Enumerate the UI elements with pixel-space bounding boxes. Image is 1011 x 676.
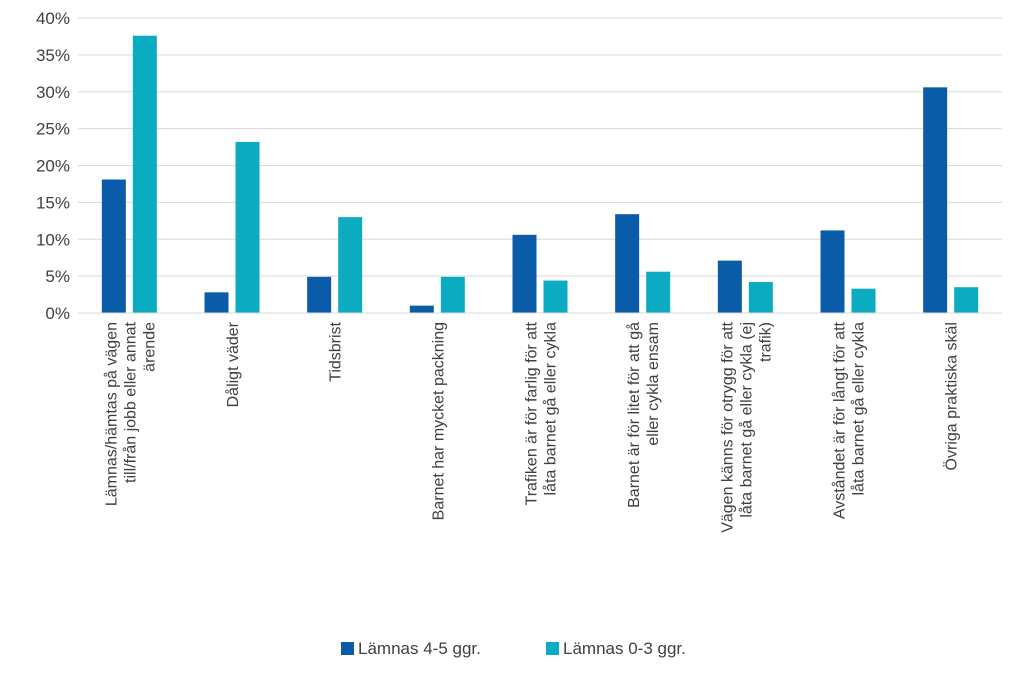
- y-tick-label: 15%: [36, 193, 70, 212]
- y-tick-label: 10%: [36, 230, 70, 249]
- bar: [307, 276, 332, 313]
- bar: [338, 217, 363, 313]
- y-tick-label: 35%: [36, 46, 70, 65]
- y-tick-label: 25%: [36, 120, 70, 139]
- x-category-label-line: låta barnet gå eller cykla: [850, 322, 868, 496]
- x-category-label-line: Övriga praktiska skäl: [943, 322, 961, 471]
- y-tick-label: 20%: [36, 157, 70, 176]
- y-tick-label: 40%: [36, 9, 70, 28]
- x-category-label: Lämnas/hämtas på vägen till/från jobb ell…: [102, 321, 158, 506]
- bar: [132, 35, 157, 313]
- legend-label: Lämnas 0-3 ggr.: [563, 639, 686, 658]
- x-category-label-line: Tidsbrist: [328, 321, 345, 381]
- x-category-label-line: till/från jobb eller annat: [121, 321, 139, 483]
- bar: [512, 234, 537, 313]
- x-category-label-line: Avståndet är för långt för att: [831, 321, 849, 519]
- legend-swatch: [546, 642, 559, 655]
- x-category-label: Trafiken är för farlig för att låta barne…: [524, 321, 560, 505]
- bar: [235, 141, 260, 313]
- bar: [923, 87, 948, 313]
- x-category-label: Dåligt väder: [224, 321, 242, 407]
- x-category-label: Barnet har mycket packning: [430, 322, 447, 520]
- bar: [440, 276, 465, 313]
- x-category-label: Vägen känns för otrygg för att låta barne…: [719, 321, 774, 532]
- bar: [820, 230, 845, 313]
- y-tick-label: 5%: [45, 267, 70, 286]
- bar: [543, 280, 568, 313]
- bar: [717, 260, 742, 313]
- bar: [204, 292, 229, 313]
- bar: [851, 288, 876, 313]
- y-tick-label: 30%: [36, 83, 70, 102]
- x-category-label-line: Trafiken är för farlig för att: [524, 321, 541, 505]
- x-category-label-line: Barnet är för litet för att gå: [625, 322, 643, 508]
- x-category-label-line: låta barnet gå eller cykla (ej: [737, 322, 755, 518]
- legend: Lämnas 4-5 ggr. Lämnas 0-3 ggr.: [341, 639, 686, 658]
- gridlines: [78, 17, 1002, 277]
- bars: [101, 35, 979, 313]
- x-axis-category-labels: Lämnas/hämtas på vägen till/från jobb ell…: [102, 321, 960, 532]
- bar: [954, 287, 979, 313]
- x-category-label-line: Lämnas/hämtas på vägen: [102, 322, 120, 506]
- x-category-label-line: låta barnet gå eller cykla: [542, 322, 560, 496]
- x-category-label-line: Dåligt väder: [224, 321, 242, 407]
- x-category-label: Övriga praktiska skäl: [943, 322, 961, 471]
- x-category-label-line: ärende: [141, 322, 158, 372]
- legend-swatch: [341, 642, 354, 655]
- legend-item: Lämnas 4-5 ggr.: [341, 639, 481, 658]
- x-category-label-line: Vägen känns för otrygg för att: [719, 321, 736, 532]
- x-category-label: Barnet är för litet för att gå eller cykl…: [625, 322, 662, 508]
- bar: [646, 271, 671, 313]
- bar: [409, 305, 434, 313]
- x-category-label-line: trafik): [757, 322, 774, 362]
- y-tick-label: 0%: [45, 304, 70, 323]
- x-category-label-line: Barnet har mycket packning: [430, 322, 447, 520]
- x-category-label-line: eller cykla ensam: [645, 322, 662, 446]
- bar: [748, 282, 773, 313]
- x-category-label: Avståndet är för långt för att låta barne…: [831, 321, 868, 519]
- x-category-label: Tidsbrist: [328, 321, 345, 381]
- bar: [101, 179, 126, 313]
- bar: [615, 214, 640, 313]
- legend-item: Lämnas 0-3 ggr.: [546, 639, 686, 658]
- y-axis-tick-labels: 0% 5% 10% 15% 20% 25% 30% 35% 40%: [36, 9, 70, 323]
- legend-label: Lämnas 4-5 ggr.: [358, 639, 481, 658]
